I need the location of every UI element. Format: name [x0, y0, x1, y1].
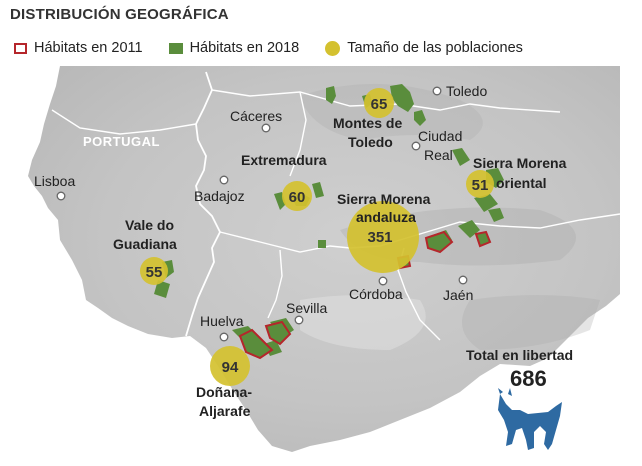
- population-bubble-sierra-morena-andaluza: [347, 201, 419, 273]
- city-label-huelva: Huelva: [200, 313, 244, 329]
- relief-shade-3: [462, 295, 600, 350]
- relief-shade-1: [300, 83, 483, 140]
- region-label-vale-2: Guadiana: [113, 236, 177, 252]
- city-label-caceres: Cáceres: [230, 108, 282, 124]
- population-bubble-donana-aljarafe: [210, 346, 250, 386]
- regional-border: [289, 91, 307, 177]
- city-label-badajoz: Badajoz: [194, 188, 245, 204]
- city-dot-lisboa: [56, 191, 66, 201]
- population-value-vale-do-guadiana: 55: [146, 264, 163, 281]
- city-dot-toledo: [432, 86, 442, 96]
- legend-item-2018: Hábitats en 2018: [168, 40, 300, 56]
- legend-label-population: Tamaño de las poblaciones: [347, 40, 523, 56]
- region-label-donana-2: Aljarafe: [199, 403, 251, 419]
- region-label-extremadura: Extremadura: [241, 152, 327, 168]
- portugal-spain-border: [185, 71, 222, 337]
- total-value: 686: [510, 366, 547, 391]
- population-value-sierra-morena-oriental: 51: [472, 177, 489, 194]
- region-label-donana-1: Doñana-: [196, 384, 252, 400]
- city-label-jaen: Jaén: [443, 287, 473, 303]
- region-label-sm-oriental-2: oriental: [496, 175, 547, 191]
- map: PORTUGAL Toledo Cáceres Ciudad Real Lisb…: [28, 66, 621, 452]
- population-swatch: [325, 40, 341, 56]
- relief-shade-4: [300, 295, 426, 350]
- city-dot-badajoz: [219, 175, 229, 185]
- lynx-icon: [498, 388, 562, 450]
- city-dot-jaen: [458, 275, 468, 285]
- city-dot-huelva: [219, 332, 229, 342]
- population-bubble-vale-do-guadiana: [140, 257, 168, 285]
- population-bubble-montes-de-toledo: [364, 88, 394, 118]
- region-label-sm-andaluza-1: Sierra Morena: [337, 191, 431, 207]
- city-label-lisboa: Lisboa: [34, 173, 75, 189]
- population-value-sierra-morena-andaluza: 351: [367, 229, 392, 246]
- total-label: Total en libertad: [466, 347, 573, 363]
- city-dot-ciudad-real: [411, 141, 421, 151]
- habitat-2011-swatch: [14, 42, 27, 54]
- region-label-vale-1: Vale do: [125, 217, 174, 233]
- regional-border: [51, 109, 197, 135]
- city-dot-caceres: [261, 123, 271, 133]
- city-dot-cordoba: [378, 276, 388, 286]
- city-markers: [56, 86, 468, 342]
- region-label-montes-2: Toledo: [348, 134, 393, 150]
- region-label-sm-oriental-1: Sierra Morena: [473, 155, 567, 171]
- legend-label-2011: Hábitats en 2011: [34, 40, 143, 56]
- legend-label-2018: Hábitats en 2018: [189, 40, 300, 56]
- regional-border: [267, 249, 283, 319]
- city-label-ciudad: Ciudad: [418, 128, 462, 144]
- country-label-portugal: PORTUGAL: [83, 134, 160, 149]
- population-value-extremadura: 60: [289, 189, 306, 206]
- population-bubble-sierra-morena-oriental: [466, 170, 494, 198]
- population-bubble-extremadura: [282, 181, 312, 211]
- region-label-sm-andaluza-2: andaluza: [356, 209, 416, 225]
- legend-item-population: Tamaño de las poblaciones: [325, 40, 523, 56]
- city-label-sevilla: Sevilla: [286, 300, 327, 316]
- city-label-cordoba: Córdoba: [349, 286, 403, 302]
- population-value-donana-aljarafe: 94: [222, 359, 239, 376]
- population-bubbles: [140, 88, 494, 386]
- land-mass: [28, 66, 620, 452]
- city-label-toledo: Toledo: [446, 83, 487, 99]
- city-label-real: Real: [424, 147, 453, 163]
- city-dot-sevilla: [294, 315, 304, 325]
- habitat-2018-swatch: [168, 42, 183, 54]
- legend-item-2011: Hábitats en 2011: [14, 40, 143, 56]
- region-label-montes-1: Montes de: [333, 115, 402, 131]
- legend: Hábitats en 2011 Hábitats en 2018 Tamaño…: [14, 38, 549, 58]
- population-value-montes-de-toledo: 65: [371, 96, 388, 113]
- map-title: DISTRIBUCIÓN GEOGRÁFICA: [10, 6, 229, 23]
